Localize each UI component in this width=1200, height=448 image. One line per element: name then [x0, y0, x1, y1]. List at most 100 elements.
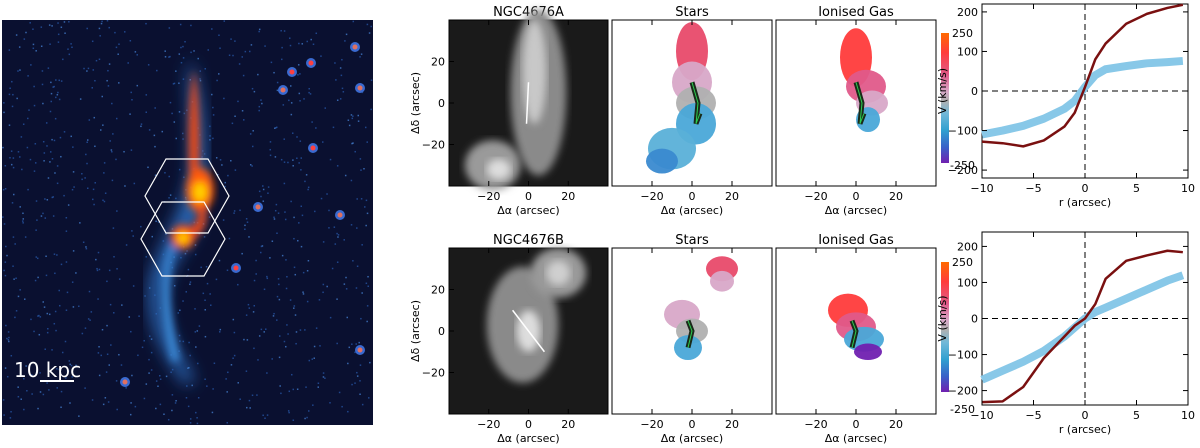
slit-trace-highlight — [687, 320, 693, 348]
galaxy-light-blob — [522, 20, 547, 124]
y-tick-label: 200 — [957, 240, 978, 253]
x-tick-label: 0 — [1082, 182, 1089, 195]
background-star-core — [357, 347, 363, 353]
x-tick-label: 0 — [853, 418, 860, 431]
colorbar-gradient-bottom — [941, 262, 949, 392]
x-tick-label: −5 — [1025, 409, 1041, 422]
y-tick-label: 0 — [971, 313, 978, 326]
y-tick-label: 20 — [431, 284, 445, 297]
x-tick-label: 10 — [1181, 182, 1195, 195]
y-tick-label: −200 — [948, 385, 978, 398]
y-tick-label: −200 — [948, 164, 978, 177]
panel-title-gas: Ionised Gas — [818, 233, 894, 248]
panel-title-stars: Stars — [675, 5, 709, 20]
hexagon-footprint-a — [144, 158, 230, 234]
y-tick-label: 200 — [957, 6, 978, 19]
x-tick-label: 20 — [561, 418, 575, 431]
y-axis-label: Δδ (arcsec) — [409, 72, 422, 134]
x-tick-label: −20 — [477, 190, 500, 203]
background-star-core — [352, 44, 358, 50]
image-noise — [2, 20, 373, 425]
x-tick-label: −20 — [477, 418, 500, 431]
x-axis-label: Δα (arcsec) — [661, 432, 723, 445]
x-tick-label: 0 — [689, 190, 696, 203]
x-tick-label: 0 — [853, 190, 860, 203]
x-tick-label: 5 — [1133, 409, 1140, 422]
y-axis-label: V (km/s) — [936, 295, 949, 341]
y-tick-label: 0 — [438, 97, 445, 110]
y-tick-label: −20 — [422, 367, 445, 380]
y-tick-label: 20 — [431, 56, 445, 69]
background-stars — [120, 42, 365, 387]
x-tick-label: 0 — [1082, 409, 1089, 422]
galaxy-core — [161, 70, 214, 362]
slit-trace-highlight — [855, 82, 865, 124]
velocity-patch — [646, 148, 678, 174]
x-tick-label: 0 — [689, 418, 696, 431]
galaxy-image-panel: 10 kpc — [2, 20, 373, 425]
x-axis-label: Δα (arcsec) — [661, 204, 723, 217]
x-tick-label: −5 — [1025, 182, 1041, 195]
background-star-core — [122, 379, 128, 385]
background-star-core — [233, 265, 239, 271]
y-tick-label: 100 — [957, 276, 978, 289]
background-star-core — [280, 87, 286, 93]
y-tick-label: −100 — [948, 125, 978, 138]
x-tick-label: 20 — [561, 190, 575, 203]
x-axis-label: Δα (arcsec) — [497, 204, 559, 217]
slit-line — [512, 309, 545, 353]
scale-bar-label: 10 kpc — [14, 358, 81, 382]
panel-title-stars: Stars — [675, 233, 709, 248]
background-star-core — [308, 60, 314, 66]
x-tick-label: 10 — [1181, 409, 1195, 422]
y-tick-label: 0 — [438, 325, 445, 338]
x-tick-label: −10 — [970, 409, 993, 422]
x-tick-label: 0 — [525, 418, 532, 431]
series-gas-line — [981, 249, 1183, 404]
colorbar-min-label-top: -250 — [950, 159, 975, 172]
y-tick-label: −100 — [948, 349, 978, 362]
x-tick-label: 20 — [889, 418, 903, 431]
x-axis-label: Δα (arcsec) — [825, 432, 887, 445]
x-axis-label: Δα (arcsec) — [825, 204, 887, 217]
background-star-core — [255, 204, 261, 210]
background-star-core — [337, 212, 343, 218]
colorbar-min-label-bottom: -250 — [950, 403, 975, 416]
rotation-curve-bottom: −10 −5 0 5 10 −200 −100 0 100 200 r (arcsec) V (km/… — [936, 231, 1195, 436]
x-tick-label: −20 — [804, 418, 827, 431]
colorbar-max-label-top: 250 — [952, 27, 973, 40]
colorbar-max-label-bottom: 250 — [952, 256, 973, 269]
x-tick-label: 20 — [725, 190, 739, 203]
background-star-core — [357, 85, 363, 91]
colorbar-bottom: 250 -250 — [941, 256, 975, 416]
x-tick-label: 20 — [725, 418, 739, 431]
panel-title-galaxy: NGC4676B — [493, 233, 564, 248]
y-tick-label: 0 — [971, 85, 978, 98]
x-axis-label: r (arcsec) — [1059, 196, 1111, 209]
colorbar-gradient-top — [941, 33, 949, 163]
slit-line — [525, 82, 530, 124]
y-tick-label: 100 — [957, 45, 978, 58]
x-tick-label: −20 — [640, 418, 663, 431]
y-axis-label: Δδ (arcsec) — [409, 300, 422, 362]
x-tick-label: −10 — [970, 182, 993, 195]
galaxy-light-blob — [486, 159, 511, 180]
x-tick-label: −20 — [640, 190, 663, 203]
velocity-patch — [854, 343, 882, 361]
background-star-core — [310, 145, 316, 151]
galaxy-light-blob — [546, 260, 571, 286]
velocity-patch — [710, 270, 734, 292]
x-axis-label: r (arcsec) — [1059, 423, 1111, 436]
background-star-core — [289, 69, 295, 75]
hexagon-footprint-b — [140, 201, 226, 277]
y-axis-label: V (km/s) — [936, 68, 949, 114]
colorbar-top: 250 -250 — [941, 27, 975, 172]
x-tick-label: 0 — [525, 190, 532, 203]
y-tick-label: −20 — [422, 139, 445, 152]
x-tick-label: −20 — [804, 190, 827, 203]
x-tick-label: 5 — [1133, 182, 1140, 195]
rotation-curve-top: −10 −5 0 5 10 −200 −100 0 100 200 r (arcsec) V (km/… — [936, 3, 1195, 209]
x-tick-label: 20 — [889, 190, 903, 203]
